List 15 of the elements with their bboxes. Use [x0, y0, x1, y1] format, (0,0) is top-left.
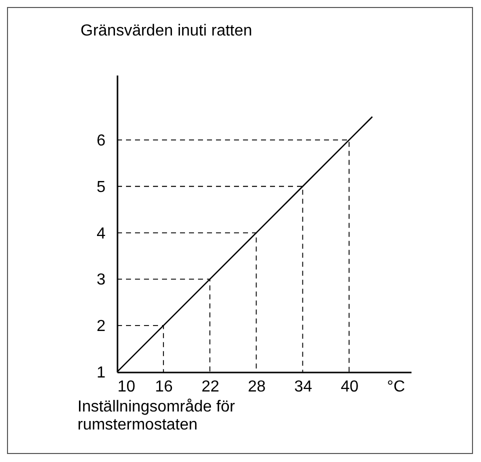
y-tick-label: 3: [96, 272, 106, 289]
x-tick-label: 40: [340, 378, 359, 396]
x-tick-label: °C: [387, 378, 406, 396]
y-tick-label: 1: [96, 364, 106, 382]
x-tick-label: 10: [118, 378, 136, 396]
y-tick-label: 5: [96, 178, 106, 196]
x-tick-label: 16: [155, 378, 173, 396]
y-tick-label: 2: [96, 318, 106, 336]
x-tick-label: 28: [248, 378, 266, 396]
y-tick-label: 4: [96, 225, 106, 242]
x-axis-title: Inställningsområde för rumstermostaten: [78, 398, 236, 434]
y-tick-label: 6: [96, 132, 106, 150]
x-tick-label: 22: [201, 378, 220, 396]
x-tick-label: 34: [294, 378, 312, 396]
y-axis-title: Gränsvärden inuti ratten: [80, 22, 252, 40]
